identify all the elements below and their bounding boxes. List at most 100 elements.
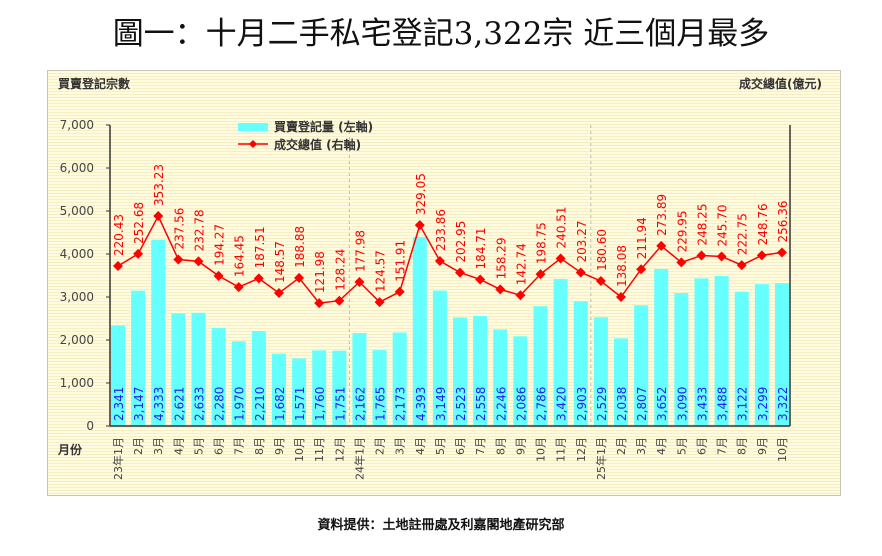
x-tick-label: 3月: [635, 437, 648, 455]
bar-value-label: 2,786: [535, 387, 549, 421]
bar-value-label: 1,571: [293, 387, 307, 421]
bar: [292, 358, 307, 426]
line-series: [117, 214, 783, 304]
bar-value-label: 2,633: [192, 387, 206, 421]
bar: [754, 284, 769, 426]
right-axis-title: 成交總值(億元): [739, 76, 822, 91]
line-point: [776, 247, 787, 258]
bar: [412, 237, 427, 426]
bar: [151, 239, 166, 426]
bar: [453, 317, 468, 426]
legend-line-label: 成交總值 (右軸): [274, 137, 361, 152]
line-point: [113, 261, 123, 271]
line-point: [394, 286, 405, 297]
bar: [211, 327, 226, 426]
bar-value-label: 2,210: [253, 387, 267, 421]
x-tick-label: 6月: [213, 437, 226, 455]
x-tick-label: 3月: [394, 437, 407, 455]
bar: [432, 290, 447, 426]
bar: [634, 305, 649, 426]
line-point: [273, 288, 284, 299]
legend-line-marker: [249, 140, 257, 148]
bar-value-label: 1,970: [233, 387, 247, 421]
line-value-label: 194.27: [213, 224, 227, 266]
line-point: [696, 250, 707, 261]
x-tick-label: 9月: [756, 437, 769, 455]
bar: [493, 329, 508, 426]
bar: [171, 313, 186, 426]
x-tick-label: 2月: [132, 437, 145, 455]
x-tick-label: 10月: [535, 437, 548, 462]
x-tick-label: 7月: [716, 437, 729, 455]
bar-value-label: 2,807: [635, 387, 649, 421]
bar-value-label: 3,488: [716, 387, 730, 421]
bar-value-label: 2,621: [172, 387, 186, 421]
line-value-label: 164.45: [233, 235, 247, 277]
bar: [674, 293, 689, 426]
bar: [473, 316, 488, 426]
y-tick-label: 3,000: [60, 290, 94, 304]
x-tick-label: 6月: [695, 437, 708, 455]
line-value-label: 202.95: [454, 221, 468, 263]
line-value-label: 232.78: [192, 209, 206, 251]
line-point: [455, 267, 466, 278]
x-tick-label: 10月: [293, 437, 306, 462]
bar-value-label: 3,122: [736, 387, 750, 421]
legend-bar-label: 買賣登記量 (左軸): [274, 119, 373, 134]
bar-value-label: 3,433: [695, 387, 709, 421]
line-value-label: 184.71: [474, 227, 488, 269]
legend-bar-swatch: [238, 123, 268, 131]
bar: [614, 338, 628, 426]
bar-value-label: 3,147: [132, 387, 146, 421]
x-tick-label: 5月: [192, 437, 205, 455]
line-point: [656, 240, 667, 251]
line-point: [555, 253, 566, 264]
line-point: [595, 275, 606, 286]
line-value-label: 180.60: [595, 229, 609, 271]
bar: [332, 350, 347, 426]
x-tick-label: 9月: [273, 437, 286, 455]
bar: [513, 336, 528, 426]
y-tick-label: 0: [86, 419, 94, 433]
line-value-label: 151.91: [394, 240, 408, 282]
line-point: [636, 264, 647, 275]
bar: [714, 276, 729, 426]
bar: [573, 301, 588, 426]
bar-value-label: 2,280: [213, 387, 227, 421]
line-value-label: 121.98: [313, 251, 327, 293]
x-tick-label: 7月: [474, 437, 487, 455]
bar: [352, 333, 367, 426]
line-value-label: 256.36: [776, 200, 790, 242]
line-point: [414, 220, 425, 231]
line-value-label: 245.70: [716, 204, 730, 246]
bar: [191, 312, 206, 426]
line-value-label: 198.75: [535, 222, 549, 264]
line-point: [515, 290, 526, 301]
line-point: [133, 248, 144, 259]
line-point: [354, 276, 365, 287]
x-tick-label: 11月: [313, 437, 326, 462]
bar-value-label: 4,333: [152, 387, 166, 421]
line-point: [153, 211, 164, 222]
line-point: [193, 256, 204, 267]
line-value-label: 222.75: [736, 213, 750, 255]
x-tick-label: 5月: [434, 437, 447, 455]
line-value-label: 211.94: [635, 217, 649, 259]
line-value-label: 187.51: [253, 226, 267, 268]
bar: [111, 325, 125, 426]
bar-value-label: 2,086: [514, 387, 528, 421]
bar: [593, 317, 608, 426]
line-point: [253, 273, 264, 284]
bar: [774, 283, 789, 426]
line-value-label: 229.95: [675, 210, 689, 252]
x-tick-label: 2月: [615, 437, 628, 455]
bar: [392, 332, 407, 426]
x-tick-label: 9月: [514, 437, 527, 455]
line-value-label: 273.89: [655, 194, 669, 236]
bar-value-label: 3,149: [434, 387, 448, 421]
x-tick-label: 3月: [152, 437, 165, 455]
line-point: [736, 260, 747, 271]
y-tick-label: 6,000: [60, 161, 94, 175]
line-point: [756, 250, 767, 261]
line-value-label: 252.68: [132, 202, 146, 244]
